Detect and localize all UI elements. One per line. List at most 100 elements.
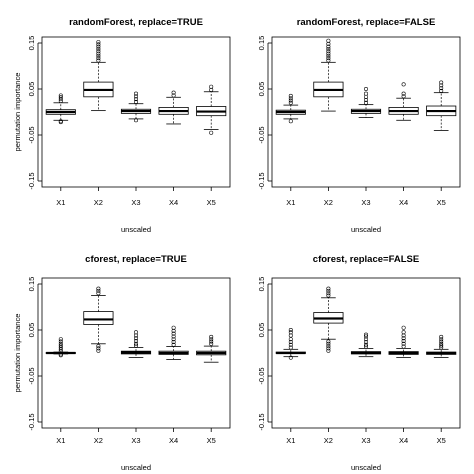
- box-X1: [275, 327, 306, 360]
- x-tick-label: X4: [169, 198, 178, 207]
- outlier-point: [209, 84, 214, 89]
- outlier-point: [363, 344, 368, 349]
- x-tick-label: X1: [286, 198, 295, 207]
- outlier-point: [58, 353, 63, 358]
- outlier-point: [288, 339, 293, 344]
- box-iqr: [83, 311, 114, 325]
- outlier-point: [326, 44, 331, 49]
- outlier-point: [401, 341, 406, 346]
- outlier-point: [96, 53, 101, 58]
- x-tick-label: X2: [324, 198, 333, 207]
- box-X4: [158, 90, 189, 125]
- outlier-point: [439, 80, 444, 85]
- outlier-point: [134, 341, 139, 346]
- outlier-point: [326, 341, 331, 346]
- outlier-point: [209, 339, 214, 344]
- outlier-point: [439, 86, 444, 91]
- outlier-point: [439, 341, 444, 346]
- x-tick-label: X3: [361, 198, 370, 207]
- box-X5: [196, 84, 227, 135]
- y-tick-label: -0.05: [27, 367, 36, 384]
- outlier-point: [363, 100, 368, 105]
- outlier-point: [96, 286, 101, 291]
- x-tick-label: X3: [131, 198, 140, 207]
- outlier-point: [439, 343, 444, 348]
- outlier-point: [58, 337, 63, 342]
- outlier-point: [288, 93, 293, 98]
- outlier-point: [96, 40, 101, 45]
- outlier-point: [209, 334, 214, 339]
- x-tick-label: X1: [56, 436, 65, 445]
- outlier-point: [401, 325, 406, 330]
- chart-title: randomForest, replace=TRUE: [69, 17, 203, 28]
- outlier-point: [363, 94, 368, 99]
- outlier-point: [96, 58, 101, 63]
- x-tick-label: X2: [94, 198, 103, 207]
- outlier-point: [96, 56, 101, 61]
- outlier-point: [58, 93, 63, 98]
- y-tick-label: -0.15: [257, 172, 266, 189]
- box-X3: [350, 87, 382, 118]
- outlier-point: [326, 58, 331, 63]
- outlier-point: [326, 46, 331, 51]
- outlier-point: [363, 87, 368, 92]
- x-tick-label: X1: [286, 436, 295, 445]
- chart-panel-4: cforest, replace=FALSE -0.15 -0.05 0.05 0.15…: [257, 254, 461, 472]
- outlier-point: [439, 83, 444, 88]
- x-axis-label: unscaled: [351, 225, 381, 234]
- box-X1: [45, 93, 76, 125]
- y-tick-label: 0.05: [27, 82, 36, 97]
- outlier-point: [439, 88, 444, 93]
- box-X2: [313, 286, 344, 353]
- outlier-point: [439, 334, 444, 339]
- outlier-point: [171, 93, 176, 98]
- outlier-point: [134, 343, 139, 348]
- outlier-point: [439, 339, 444, 344]
- y-tick-label: -0.05: [257, 126, 266, 143]
- outlier-point: [326, 344, 331, 349]
- outlier-point: [401, 330, 406, 335]
- outlier-point: [401, 82, 406, 87]
- y-tick-label: -0.15: [257, 413, 266, 430]
- x-tick-label: X2: [94, 436, 103, 445]
- outlier-point: [326, 56, 331, 61]
- outlier-point: [209, 341, 214, 346]
- outlier-point: [171, 339, 176, 344]
- x-tick-label: X4: [399, 436, 408, 445]
- outlier-point: [96, 291, 101, 296]
- chart-title: cforest, replace=FALSE: [313, 254, 419, 265]
- chart-title: randomForest, replace=FALSE: [297, 17, 436, 28]
- outlier-point: [96, 348, 101, 353]
- outlier-point: [171, 331, 176, 336]
- outlier-point: [326, 53, 331, 58]
- x-tick-label: X5: [207, 436, 216, 445]
- outlier-point: [171, 337, 176, 342]
- y-tick-label: -0.05: [27, 126, 36, 143]
- outlier-point: [96, 42, 101, 47]
- box-X3: [120, 91, 152, 123]
- outlier-point: [134, 330, 139, 335]
- outlier-point: [326, 51, 331, 56]
- outlier-point: [96, 51, 101, 56]
- x-tick-label: X5: [437, 436, 446, 445]
- outlier-point: [171, 334, 176, 339]
- box-X4: [388, 325, 419, 359]
- outlier-point: [288, 98, 293, 103]
- outlier-point: [134, 336, 139, 341]
- outlier-point: [58, 339, 63, 344]
- box-X2: [83, 40, 114, 112]
- x-axis-label: unscaled: [351, 463, 381, 472]
- chart-title: cforest, replace=TRUE: [85, 254, 187, 265]
- x-tick-label: X5: [437, 198, 446, 207]
- outlier-point: [439, 337, 444, 342]
- outlier-point: [288, 119, 293, 124]
- y-tick-label: -0.05: [257, 367, 266, 384]
- y-tick-label: 0.15: [27, 36, 36, 51]
- box-X3: [350, 332, 382, 358]
- box-X3: [120, 330, 152, 359]
- outlier-point: [326, 38, 331, 43]
- outlier-point: [363, 339, 368, 344]
- outlier-point: [134, 99, 139, 104]
- y-tick-label: 0.15: [27, 277, 36, 292]
